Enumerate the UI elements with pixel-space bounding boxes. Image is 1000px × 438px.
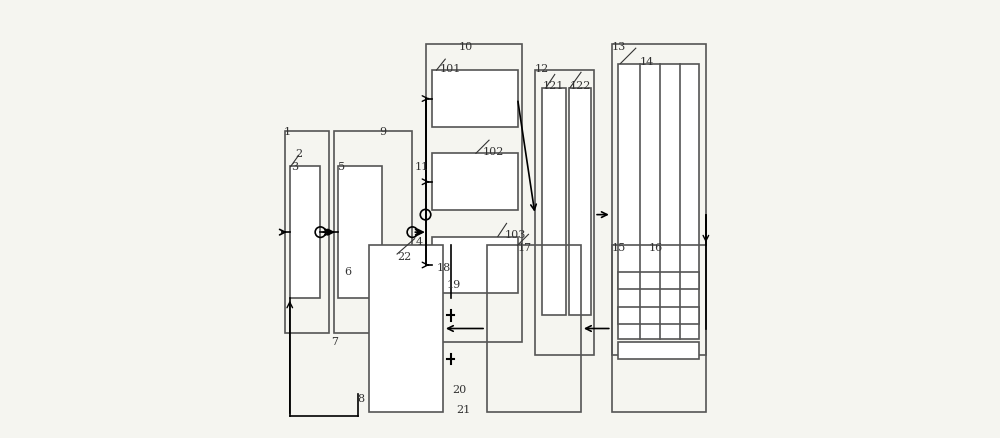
- Bar: [290, 166, 320, 298]
- Text: 22: 22: [397, 252, 411, 262]
- Text: 8: 8: [358, 394, 365, 404]
- Bar: [369, 245, 443, 412]
- Bar: [338, 166, 382, 298]
- Text: 16: 16: [649, 243, 663, 253]
- Bar: [569, 88, 591, 315]
- Text: 4: 4: [416, 237, 423, 247]
- Text: 101: 101: [440, 64, 461, 74]
- Text: 121: 121: [543, 81, 564, 91]
- Text: 3: 3: [291, 162, 298, 172]
- Text: 2: 2: [295, 149, 303, 159]
- Bar: [535, 70, 594, 355]
- Bar: [426, 44, 522, 342]
- Bar: [618, 272, 699, 289]
- Text: 18: 18: [437, 263, 451, 273]
- Text: 19: 19: [447, 280, 461, 290]
- Bar: [612, 44, 706, 355]
- Text: 5: 5: [338, 162, 345, 172]
- Text: 103: 103: [504, 230, 526, 240]
- Bar: [285, 131, 329, 333]
- Text: 17: 17: [518, 243, 532, 253]
- Text: 122: 122: [570, 81, 591, 91]
- Bar: [618, 342, 699, 359]
- Text: 14: 14: [639, 57, 654, 67]
- Text: 1: 1: [283, 127, 290, 137]
- Bar: [432, 237, 518, 293]
- Text: 6: 6: [345, 267, 352, 277]
- Text: 15: 15: [612, 243, 626, 253]
- Text: 13: 13: [612, 42, 626, 52]
- Bar: [334, 131, 412, 333]
- Bar: [542, 88, 566, 315]
- Text: 10: 10: [458, 42, 473, 52]
- Text: 9: 9: [380, 127, 387, 137]
- Text: 12: 12: [535, 64, 549, 74]
- Text: 20: 20: [453, 385, 467, 396]
- Bar: [432, 70, 518, 127]
- Bar: [618, 64, 699, 339]
- Bar: [612, 245, 706, 412]
- Text: 7: 7: [331, 337, 338, 347]
- Bar: [618, 307, 699, 324]
- Bar: [432, 153, 518, 210]
- Text: 102: 102: [482, 147, 504, 157]
- Text: 11: 11: [415, 162, 429, 172]
- Bar: [487, 245, 581, 412]
- Text: 21: 21: [456, 405, 470, 415]
